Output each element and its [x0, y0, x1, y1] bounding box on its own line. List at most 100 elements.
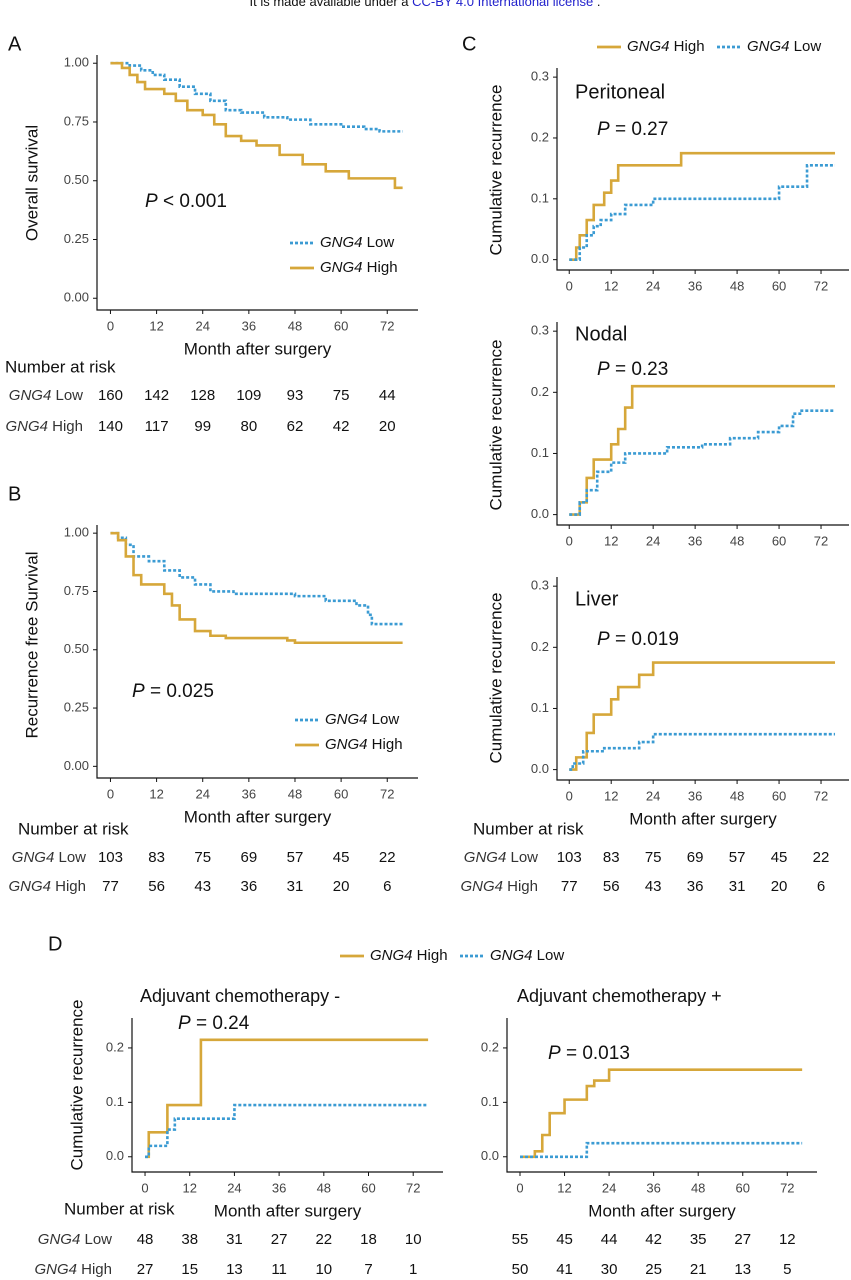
risk-count: 31: [287, 878, 304, 895]
risk-row-name: GNG4 High: [8, 878, 86, 895]
risk-count: 140: [98, 418, 123, 435]
risk-count: 62: [287, 418, 304, 435]
axis-lines: [556, 322, 849, 526]
chart-title: Peritoneal: [575, 81, 665, 103]
y-tick-label: 0.25: [64, 231, 89, 246]
x-tick-label: 48: [730, 278, 744, 293]
risk-count: 41: [556, 1261, 573, 1278]
chart-title: Liver: [575, 588, 619, 610]
y-axis-label: Cumulative recurrence: [486, 84, 505, 255]
x-axis-label: Month after surgery: [214, 1201, 362, 1220]
risk-count: 35: [690, 1231, 707, 1248]
risk-count: 22: [813, 849, 830, 866]
risk-count: 31: [729, 878, 746, 895]
risk-count: 103: [98, 849, 123, 866]
axis-lines: [96, 55, 418, 311]
x-tick-label: 24: [195, 786, 209, 801]
risk-count: 6: [817, 878, 825, 895]
survival-curve: [569, 164, 836, 261]
x-tick-label: 24: [646, 533, 660, 548]
y-tick-label: 0.75: [64, 583, 89, 598]
survival-curve: [110, 61, 403, 190]
y-tick-label: 0.3: [531, 323, 549, 338]
survival-curve: [519, 1141, 803, 1159]
risk-row-name: GNG4 Low: [12, 849, 86, 866]
risk-count: 45: [771, 849, 788, 866]
x-axis-label: Month after surgery: [184, 339, 332, 358]
risk-count: 13: [226, 1261, 243, 1278]
risk-count: 43: [194, 878, 211, 895]
risk-table-title: Number at risk: [5, 357, 116, 376]
risk-count: 56: [148, 878, 165, 895]
risk-count: 44: [601, 1231, 618, 1248]
p-value: P = 0.23: [597, 359, 668, 380]
risk-row-name: GNG4 Low: [38, 1231, 112, 1248]
risk-count: 48: [137, 1231, 154, 1248]
x-tick-label: 72: [380, 786, 394, 801]
y-tick-label: 0.50: [64, 172, 89, 187]
x-tick-label: 72: [380, 318, 394, 333]
risk-count: 109: [236, 387, 261, 404]
legend-label: GNG4 Low: [490, 947, 564, 964]
y-tick-label: 0.0: [106, 1148, 124, 1163]
license-link[interactable]: CC-BY 4.0 International license: [412, 0, 593, 9]
x-tick-label: 72: [406, 1180, 420, 1195]
x-tick-label: 72: [814, 788, 828, 803]
license-text-end: .: [593, 0, 600, 9]
chart-title: Adjuvant chemotherapy +: [517, 986, 722, 1006]
y-tick-label: 0.3: [531, 578, 549, 593]
y-axis-label: Cumulative recurrence: [67, 999, 86, 1170]
p-value: P = 0.019: [597, 629, 679, 650]
y-tick-label: 0.0: [531, 251, 549, 266]
chart-title: Nodal: [575, 323, 627, 345]
risk-count: 80: [241, 418, 258, 435]
risk-count: 20: [379, 418, 396, 435]
x-tick-label: 0: [107, 318, 114, 333]
x-tick-label: 60: [334, 318, 348, 333]
x-tick-label: 72: [780, 1180, 794, 1195]
y-tick-label: 0.2: [481, 1039, 499, 1054]
x-tick-label: 24: [646, 278, 660, 293]
risk-count: 77: [102, 878, 119, 895]
risk-count: 31: [226, 1231, 243, 1248]
risk-count: 12: [779, 1231, 796, 1248]
survival-curve: [145, 1103, 429, 1159]
y-tick-label: 0.50: [64, 641, 89, 656]
x-axis-label: Month after surgery: [184, 807, 332, 826]
risk-count: 160: [98, 387, 123, 404]
risk-row-name: GNG4 High: [460, 878, 538, 895]
y-axis-label: Cumulative recurrence: [486, 339, 505, 510]
risk-count: 50: [512, 1261, 529, 1278]
y-axis-label: Cumulative recurrence: [486, 592, 505, 763]
survival-curve: [145, 1038, 429, 1159]
risk-count: 10: [405, 1231, 422, 1248]
x-tick-label: 36: [688, 533, 702, 548]
y-tick-label: 0.00: [64, 290, 89, 305]
risk-count: 55: [512, 1231, 529, 1248]
risk-count: 117: [145, 418, 169, 435]
survival-curve: [110, 531, 403, 645]
x-tick-label: 0: [141, 1180, 148, 1195]
panel-letter: C: [462, 33, 476, 55]
legend-label: GNG4 Low: [320, 234, 394, 251]
x-tick-label: 24: [602, 1180, 616, 1195]
y-tick-label: 0.25: [64, 699, 89, 714]
x-tick-label: 48: [288, 786, 302, 801]
x-tick-label: 12: [182, 1180, 196, 1195]
risk-count: 5: [783, 1261, 791, 1278]
risk-count: 83: [148, 849, 165, 866]
risk-count: 103: [557, 849, 582, 866]
risk-count: 44: [379, 387, 396, 404]
risk-count: 69: [687, 849, 704, 866]
x-tick-label: 48: [317, 1180, 331, 1195]
survival-curve: [569, 384, 836, 516]
risk-count: 27: [137, 1261, 154, 1278]
risk-count: 57: [729, 849, 746, 866]
survival-curve: [569, 732, 836, 771]
risk-count: 20: [771, 878, 788, 895]
survival-curve: [519, 1068, 803, 1159]
risk-count: 142: [144, 387, 169, 404]
y-tick-label: 0.0: [531, 506, 549, 521]
p-value: P = 0.24: [178, 1013, 250, 1034]
